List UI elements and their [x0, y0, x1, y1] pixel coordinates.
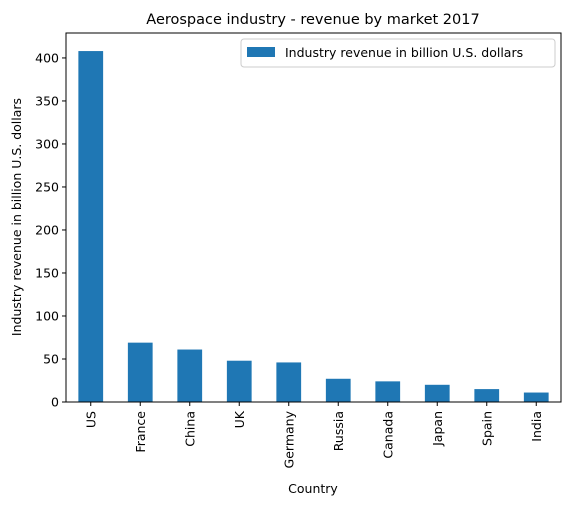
bar-canada [375, 381, 401, 402]
y-tick-label: 100 [35, 308, 59, 323]
bar-spain [474, 389, 500, 402]
bar-india [523, 392, 549, 402]
bar-russia [325, 378, 351, 402]
plot-frame [65, 32, 562, 403]
legend-frame [240, 38, 556, 68]
legend-swatch [247, 47, 275, 57]
y-tick-label: 150 [35, 265, 59, 280]
x-tick-label: Japan [430, 411, 445, 447]
y-axis-label: Industry revenue in billion U.S. dollars [9, 98, 24, 336]
y-tick-label: 0 [51, 395, 59, 410]
y-tick-label: 200 [35, 222, 59, 237]
chart-title: Aerospace industry - revenue by market 2… [146, 12, 479, 28]
bar-china [177, 349, 203, 402]
x-tick-label: India [529, 411, 544, 442]
legend-entry: Industry revenue in billion U.S. dollars [285, 45, 523, 60]
y-tick-label: 300 [35, 136, 59, 151]
y-tick-label: 400 [35, 50, 59, 65]
bars-group [78, 51, 549, 403]
x-tick-label: US [83, 411, 98, 428]
y-tick-label: 350 [35, 93, 59, 108]
x-tick-label: Spain [479, 411, 494, 446]
x-tick-label: Russia [331, 411, 346, 451]
y-axis: 0 50 100 150 200 250 300 350 400 [35, 50, 66, 410]
y-tick-label: 250 [35, 179, 59, 194]
x-tick-label: Canada [380, 411, 395, 459]
x-tick-label: France [133, 411, 148, 453]
x-tick-label: UK [232, 410, 247, 428]
x-axis: US France China UK Germany Russia Canada Japan S… [83, 402, 544, 468]
x-axis-label: Country [288, 481, 338, 496]
legend: Industry revenue in billion U.S. dollars [240, 38, 556, 68]
x-tick-label: China [182, 411, 197, 447]
bar-germany [276, 362, 302, 402]
bar-japan [424, 384, 450, 402]
y-tick-label: 50 [43, 351, 59, 366]
x-tick-label: Germany [281, 410, 296, 468]
bar-uk [226, 360, 252, 402]
bar-france [127, 342, 153, 402]
bar-us [78, 51, 104, 403]
